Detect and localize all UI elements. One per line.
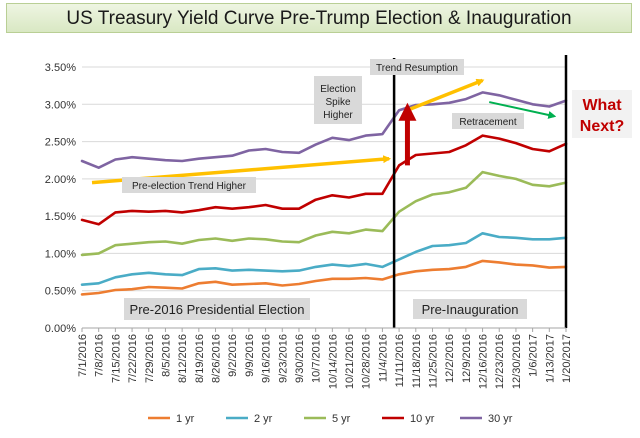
x-tick-label: 10/7/2016	[311, 334, 323, 383]
chart-title: US Treasury Yield Curve Pre-Trump Electi…	[6, 3, 632, 33]
y-tick-label: 2.50%	[45, 137, 76, 149]
election-spike-arrow-head	[398, 102, 417, 121]
trend-resumption-arrow	[408, 78, 485, 112]
legend-label: 30 yr	[488, 413, 513, 425]
y-tick-label: 0.50%	[45, 286, 76, 298]
x-tick-label: 9/30/2016	[294, 334, 306, 383]
x-tick-label: 12/2/2016	[444, 334, 456, 383]
x-tick-label: 8/19/2016	[194, 334, 206, 383]
legend-label: 5 yr	[332, 413, 351, 425]
x-tick-label: 1/13/2017	[544, 334, 556, 383]
x-tick-label: 7/1/2016	[77, 334, 89, 377]
x-tick-label: 11/11/2016	[394, 334, 406, 387]
x-tick-label: 7/22/2016	[127, 334, 139, 383]
y-tick-label: 3.50%	[45, 62, 76, 74]
period-post-box	[413, 299, 527, 319]
x-tick-label: 11/4/2016	[377, 334, 389, 382]
what-next-label: What	[582, 97, 622, 114]
what-next-box	[572, 90, 632, 138]
y-tick-label: 2.00%	[45, 174, 76, 186]
x-tick-label: 12/9/2016	[461, 334, 473, 383]
x-tick-label: 7/15/2016	[110, 334, 122, 383]
x-tick-label: 11/25/2016	[427, 334, 439, 388]
x-tick-label: 9/23/2016	[277, 334, 289, 383]
trend-resumption-box	[370, 59, 464, 75]
y-tick-label: 1.50%	[45, 211, 76, 223]
period-pre-label: Pre-2016 Presidential Election	[130, 302, 305, 317]
y-tick-label: 3.00%	[45, 99, 76, 111]
election-spike-label: Higher	[323, 110, 353, 121]
x-tick-label: 7/8/2016	[94, 334, 106, 377]
period-post-label: Pre-Inauguration	[422, 302, 519, 317]
x-tick-label: 8/5/2016	[160, 334, 172, 377]
legend-label: 10 yr	[410, 413, 435, 425]
retracement-label: Retracement	[459, 117, 516, 128]
series-line-10-yr	[80, 134, 568, 226]
trend-resumption-label: Trend Resumption	[376, 63, 458, 74]
retracement-arrow	[489, 101, 557, 119]
series-line-5-yr	[80, 170, 568, 257]
annotations: Pre-election Trend Higher Election Spike Hi…	[91, 55, 632, 328]
x-tick-label: 1/6/2017	[528, 334, 540, 377]
x-tick-label: 10/21/2016	[344, 334, 356, 389]
x-tick-label: 7/29/2016	[144, 334, 156, 383]
election-spike-label: Spike	[325, 97, 350, 108]
pre-election-trend-box	[122, 177, 256, 193]
series-line-1-yr	[80, 259, 568, 296]
x-tick-label: 1/20/2017	[561, 334, 573, 383]
y-tick-label: 1.00%	[45, 248, 76, 260]
x-tick-label: 9/2/2016	[227, 334, 239, 377]
x-tick-label: 12/30/2016	[511, 334, 523, 389]
election-spike-box	[314, 76, 362, 124]
x-tick-label: 12/16/2016	[478, 334, 490, 389]
series-lines	[80, 91, 568, 296]
legend-label: 2 yr	[254, 413, 273, 425]
x-tick-label: 10/28/2016	[361, 334, 373, 389]
x-tick-label: 12/23/2016	[494, 334, 506, 389]
election-spike-label: Election	[320, 84, 356, 95]
legend-label: 1 yr	[176, 413, 195, 425]
series-line-2-yr	[80, 232, 568, 287]
x-tick-label: 9/16/2016	[261, 334, 273, 383]
x-tick-label: 9/9/2016	[244, 334, 256, 377]
series-line-30-yr	[80, 91, 568, 169]
what-next-label: Next?	[580, 118, 624, 135]
x-tick-label: 11/18/2016	[411, 334, 423, 388]
x-tick-label: 10/14/2016	[327, 334, 339, 389]
legend: 1 yr 2 yr 5 yr 10 yr 30 yr	[148, 413, 513, 425]
retracement-box	[452, 113, 524, 129]
period-pre-box	[124, 298, 310, 320]
axes: 0.00% 0.50% 1.00% 1.50% 2.00% 2.50% 3.00% 3.50%…	[45, 62, 573, 389]
x-tick-label: 8/26/2016	[211, 334, 223, 383]
y-tick-label: 0.00%	[45, 323, 76, 335]
x-tick-label: 8/12/2016	[177, 334, 189, 383]
pre-election-trend-label: Pre-election Trend Higher	[132, 181, 247, 192]
